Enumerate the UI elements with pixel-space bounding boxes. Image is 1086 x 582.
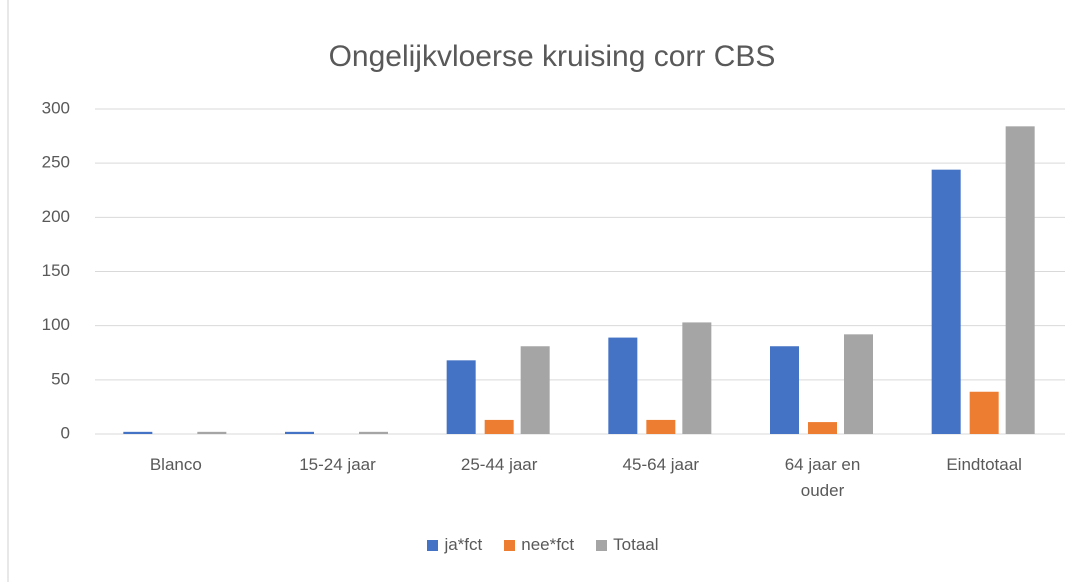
x-tick-label: Eindtotaal [946,455,1022,474]
y-tick-label: 0 [61,423,70,442]
x-tick-label: Blanco [149,455,202,474]
bar [770,346,799,434]
x-tick-label: 15-24 jaar [299,455,376,474]
legend-item: Totaal [596,535,659,555]
bar [682,322,712,434]
y-tick-label: 150 [42,261,70,280]
y-tick-label: 200 [42,207,70,226]
bar [808,422,837,434]
legend-swatch [427,539,439,551]
x-tick-label: 45-64 jaar [622,455,700,474]
y-tick-label: 300 [42,98,70,117]
y-tick-label: 50 [51,369,70,388]
legend-item: ja*fct [427,535,482,555]
y-tick-label: 250 [42,153,70,172]
legend-swatch [504,539,516,551]
bar [520,346,550,434]
bar [844,334,873,434]
bar [1005,126,1035,434]
bar [197,431,227,434]
bar [484,419,514,434]
bar [969,391,999,434]
chart-title: Ongelijkvloerse kruising corr CBS [329,40,776,73]
legend: ja*fct nee*fct Totaal [0,535,1086,555]
bar [285,431,314,434]
x-tick-label: 64 jaar en ouder [784,455,861,500]
legend-label: ja*fct [444,535,483,554]
bar [123,431,153,434]
bar [608,337,638,434]
legend-label: nee*fct [521,535,575,554]
x-tick-label: 25-44 jaar [460,455,538,474]
legend-item: nee*fct [504,535,574,555]
bar [359,431,388,434]
bar [931,169,961,434]
bar [446,360,476,434]
legend-swatch [596,539,608,551]
bar [646,419,676,434]
legend-label: Totaal [613,535,659,554]
y-tick-label: 100 [42,315,70,334]
